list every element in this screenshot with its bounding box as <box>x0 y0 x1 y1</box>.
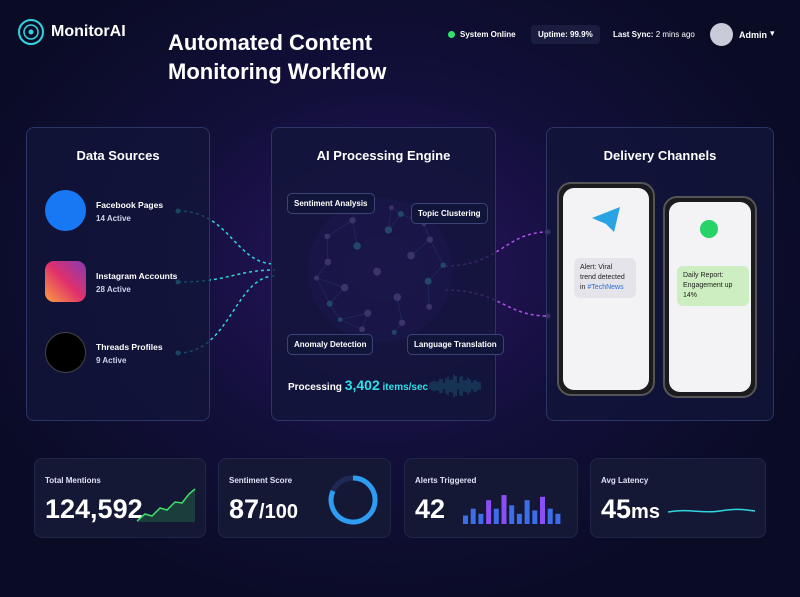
stat-number: 87 <box>229 494 260 524</box>
message: Alert: Viral trend detected in #TechNews <box>574 258 636 298</box>
sync-value: 2 mins ago <box>655 30 695 39</box>
message-text: Alert: Viral trend detected in <box>580 264 625 291</box>
source-name: Facebook Pages <box>96 200 164 210</box>
message-tag: #TechNews <box>587 284 624 291</box>
status: System Online <box>460 30 516 39</box>
source-status: 9 Active <box>96 356 127 365</box>
stat-value: 45ms <box>601 494 660 525</box>
source-status: 14 Active <box>96 214 131 223</box>
uptime-value: 99.9% <box>570 30 593 39</box>
stat-suffix: ms <box>631 501 660 523</box>
engine-tag: Sentiment Analysis <box>287 193 375 214</box>
source-icon <box>45 261 86 302</box>
sync-label: Last Sync: <box>613 30 654 39</box>
uptime-label: Uptime: <box>538 30 568 39</box>
last-sync: Last Sync: 2 mins ago <box>613 30 695 39</box>
stat-card: Total Mentions 124,592 <box>34 458 206 538</box>
user[interactable]: Admin <box>739 30 767 40</box>
connector <box>177 275 276 354</box>
engine-tag: Language Translation <box>407 334 504 355</box>
stat-card: Avg Latency 45ms <box>590 458 766 538</box>
source-icon <box>45 332 86 373</box>
source-name: Threads Profiles <box>96 342 163 352</box>
avatar[interactable] <box>710 23 733 46</box>
stat-value: 124,592 <box>45 494 143 524</box>
panel-title: AI Processing Engine <box>316 148 451 163</box>
source-icon <box>45 190 86 231</box>
stat-label: Alerts Triggered <box>415 476 477 485</box>
title-line: Automated Content <box>168 30 373 55</box>
stat-value: 87/100 <box>229 494 298 525</box>
stat-label: Sentiment Score <box>229 476 293 485</box>
stat-label: Avg Latency <box>601 476 649 485</box>
panel-title: Data Sources <box>76 148 160 163</box>
processing-value: 3,402 <box>344 377 380 393</box>
stat-label: Total Mentions <box>45 476 101 485</box>
processing-label: Processing <box>288 382 342 393</box>
processing-unit: items/sec <box>382 382 429 393</box>
connector <box>177 210 276 265</box>
engine-panel: AI Processing Engine <box>271 127 496 421</box>
uptime: Uptime: 99.9% <box>531 25 600 44</box>
status-dot <box>448 31 455 38</box>
panel-title: Delivery Channels <box>603 148 717 163</box>
message: Daily Report: Engagement up 14% <box>677 266 749 306</box>
phone: Daily Report: Engagement up 14% <box>663 196 757 398</box>
stat-suffix: /100 <box>259 501 298 523</box>
stat-card: Sentiment Score 87/100 <box>218 458 391 538</box>
source-status: 28 Active <box>96 285 131 294</box>
stat-value: 42 <box>415 494 446 524</box>
engine-tag: Topic Clustering <box>411 203 488 224</box>
logo <box>18 19 44 45</box>
brand: MonitorAI <box>51 23 126 40</box>
caret[interactable]: ▾ <box>770 28 775 38</box>
processing: Processing 3,402 items/sec <box>288 377 428 393</box>
engine-tag: Anomaly Detection <box>287 334 374 355</box>
source-name: Instagram Accounts <box>96 271 178 281</box>
stat-card: Alerts Triggered 42 <box>404 458 578 538</box>
connector <box>444 231 549 267</box>
title: Automated Content Monitoring Workflow <box>168 28 386 86</box>
title-line: Monitoring Workflow <box>168 59 387 84</box>
message-text: Daily Report: Engagement up 14% <box>683 272 733 299</box>
stat-number: 45 <box>601 494 632 524</box>
phone: Alert: Viral trend detected in #TechNews <box>557 182 655 396</box>
